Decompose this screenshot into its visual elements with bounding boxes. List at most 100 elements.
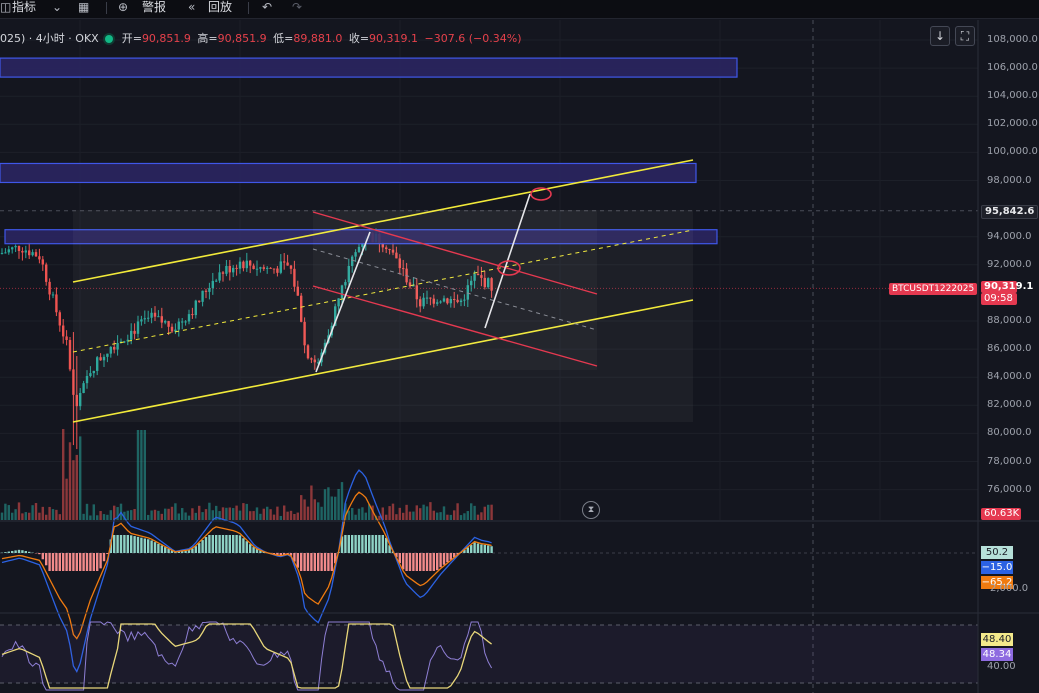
volume-bar (242, 503, 245, 520)
macd-histogram-bar (235, 535, 238, 553)
macd-histogram-bar (167, 548, 170, 553)
volume-bar (164, 508, 167, 520)
undo-icon[interactable]: ↶ (262, 0, 273, 14)
interval-label[interactable]: 4小时 (35, 32, 65, 45)
volume-bar (235, 505, 238, 520)
replay-button[interactable]: 回放 (208, 0, 233, 14)
volume-bar (140, 430, 143, 520)
volume-bar (7, 505, 10, 520)
price-axis-tick: 86,000.0 (987, 343, 1032, 355)
candle-body (317, 362, 320, 364)
chevron-down-icon[interactable]: ⌄ (52, 0, 63, 14)
volume-bar (211, 510, 214, 520)
candle-body (391, 249, 395, 253)
macd-histogram-bar (82, 553, 85, 571)
volume-bar (408, 511, 412, 520)
candle-body (204, 290, 208, 292)
alert-add-icon[interactable]: ⊕ (118, 0, 129, 14)
macd-histogram-bar (463, 549, 466, 553)
channel-mid-line (72, 229, 694, 353)
volume-bar (113, 505, 116, 520)
volume-bar (432, 510, 435, 520)
macd-histogram-bar (259, 550, 262, 553)
volume-bar (130, 510, 133, 520)
macd-histogram-bar (38, 553, 41, 555)
macd-histogram-bar (225, 535, 228, 553)
macd-histogram-bar (41, 553, 44, 560)
candle-body (45, 264, 48, 282)
candle-body (109, 346, 112, 354)
candle-body (293, 268, 296, 287)
macd-histogram-bar (232, 535, 235, 553)
macd-histogram-bar (242, 538, 245, 553)
volume-bar (364, 512, 367, 520)
replay-icon[interactable]: « (188, 0, 196, 14)
macd-histogram-bar (252, 547, 255, 553)
low-value: 89,881.0 (293, 32, 343, 45)
volume-bar (347, 510, 350, 520)
macd-histogram-bar (215, 535, 218, 553)
volume-bar (204, 509, 208, 520)
price-axis-tick: 92,000.0 (987, 258, 1032, 270)
price-axis-tick: 78,000.0 (987, 455, 1032, 467)
redo-icon[interactable]: ↷ (292, 0, 303, 14)
macd-histogram-bar (92, 553, 95, 571)
candle-body (218, 272, 221, 281)
volume-bar (208, 502, 211, 520)
symbol-name[interactable]: 025) (0, 32, 26, 45)
volume-bar (41, 506, 44, 520)
volume-bar (102, 514, 106, 520)
macd-histogram-bar (483, 544, 486, 553)
macd-histogram-bar (436, 553, 439, 571)
volume-bar (398, 507, 401, 520)
layout-grid-icon[interactable]: ▦ (78, 0, 90, 14)
candle-body (28, 250, 31, 256)
macd-histogram-bar (4, 552, 7, 553)
fullscreen-icon[interactable]: ⛶ (955, 26, 975, 46)
macd-histogram-bar (279, 553, 282, 556)
volume-bar (228, 507, 231, 520)
indicators-button[interactable]: 指标 (12, 0, 37, 14)
macd-histogram-bar (425, 553, 429, 571)
chart-drawings (0, 57, 738, 423)
indicators-icon[interactable]: ◫ (0, 0, 12, 14)
volume-bar (201, 512, 204, 520)
volume-bar (0, 512, 4, 520)
candle-body (31, 252, 34, 256)
volume-bar (405, 504, 408, 520)
projection-line (315, 231, 371, 373)
candle-body (113, 346, 116, 350)
candle-body (303, 321, 306, 346)
macd-histogram-bar (21, 550, 24, 553)
macd-histogram-bar (351, 535, 354, 553)
candle-body (483, 277, 486, 288)
macd-histogram-bar (453, 553, 456, 558)
macd-histogram-bar (466, 547, 469, 553)
candle-body (147, 317, 150, 319)
macd-histogram-bar (140, 537, 143, 553)
macd-histogram-bar (245, 541, 248, 553)
volume-bar (157, 510, 160, 520)
volume-bar (425, 506, 429, 520)
candle-body (72, 369, 75, 395)
macd-histogram-bar (68, 553, 72, 571)
clock-icon[interactable]: ⧗ (582, 501, 600, 519)
candle-body (272, 268, 276, 270)
volume-bar (327, 487, 330, 520)
macd-histogram-bar (102, 553, 106, 562)
volume-bar (354, 514, 357, 520)
candle-body (361, 242, 364, 247)
candle-body (480, 275, 483, 278)
volume-bar (422, 504, 425, 520)
volume-bar (170, 506, 174, 520)
volume-bar (313, 499, 316, 520)
alert-button[interactable]: 警报 (142, 0, 167, 14)
candle-body (337, 298, 340, 307)
volume-bar (439, 512, 442, 520)
macd-histogram-bar (45, 553, 48, 566)
macd-histogram-bar (283, 553, 286, 555)
volume-bar (453, 510, 456, 520)
candle-body (41, 259, 44, 265)
download-arrow-icon[interactable]: ↓ (930, 26, 950, 46)
